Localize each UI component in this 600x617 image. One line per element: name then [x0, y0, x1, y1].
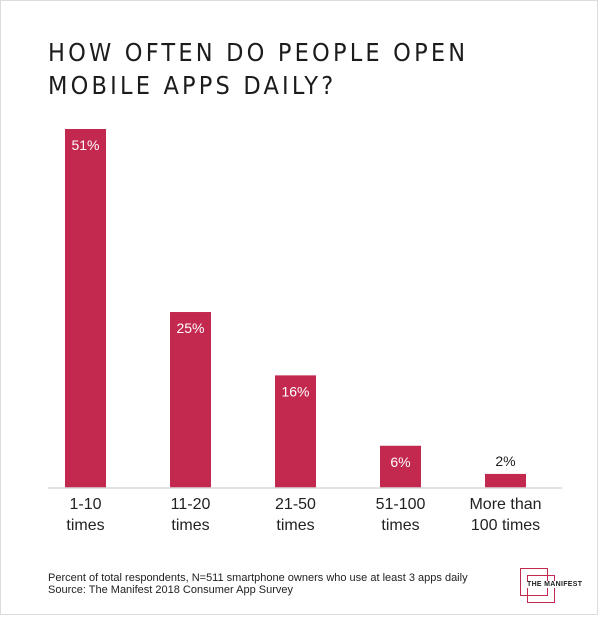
tick-label-2-0: 21-50: [275, 496, 316, 513]
bar-0: [65, 129, 106, 488]
tick-label-3-0: 51-100: [376, 496, 426, 513]
footnote-respondents: Percent of total respondents, N=511 smar…: [48, 572, 468, 584]
bar-3: [380, 445, 421, 488]
tick-label-0-1: times: [66, 517, 104, 534]
data-label-2: 16%: [281, 383, 309, 399]
bar-2: [275, 375, 316, 488]
manifest-logo: THE MANIFEST: [520, 568, 590, 608]
tick-label-4-0: More than: [469, 496, 541, 513]
footnote-source: Source: The Manifest 2018 Consumer App S…: [48, 584, 293, 596]
tick-label-4-1: 100 times: [471, 517, 540, 534]
tick-label-0-0: 1-10: [69, 496, 101, 513]
footnote: Percent of total respondents, N=511 smar…: [48, 572, 468, 596]
data-label-1: 25%: [176, 320, 204, 336]
logo-text: THE MANIFEST: [526, 581, 584, 588]
bar-4: [485, 473, 526, 488]
tick-label-1-1: times: [171, 517, 209, 534]
tick-label-1-0: 11-20: [171, 496, 211, 513]
tick-label-3-1: times: [381, 517, 419, 534]
data-label-0: 51%: [71, 137, 99, 153]
logo-square-front: [527, 575, 555, 603]
data-label-3: 6%: [390, 454, 410, 470]
chart-title: HOW OFTEN DO PEOPLE OPEN MOBILE APPS DAI…: [48, 38, 469, 100]
data-label-4: 2%: [495, 453, 515, 469]
tick-label-2-1: times: [276, 517, 314, 534]
bar-1: [170, 312, 211, 488]
